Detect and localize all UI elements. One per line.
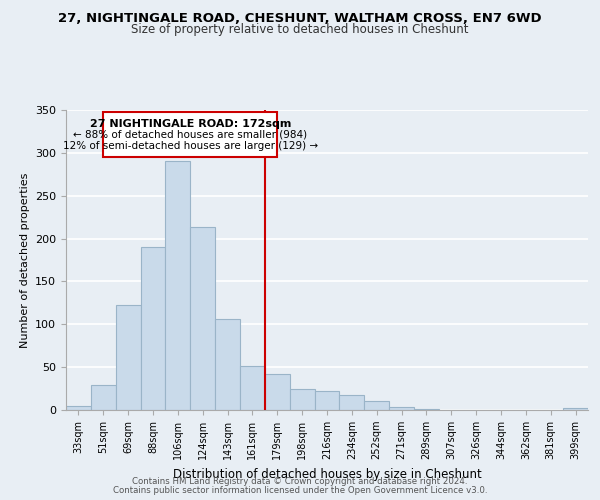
Text: 27 NIGHTINGALE ROAD: 172sqm: 27 NIGHTINGALE ROAD: 172sqm [89, 118, 291, 128]
Bar [190, 228, 215, 410]
Text: Contains public sector information licensed under the Open Government Licence v3: Contains public sector information licen… [113, 486, 487, 495]
Text: Size of property relative to detached houses in Cheshunt: Size of property relative to detached ho… [131, 22, 469, 36]
Bar [340, 396, 364, 410]
Bar [66, 406, 91, 410]
X-axis label: Distribution of detached houses by size in Cheshunt: Distribution of detached houses by size … [173, 468, 481, 480]
Bar [563, 408, 588, 410]
Text: ← 88% of detached houses are smaller (984): ← 88% of detached houses are smaller (98… [73, 130, 307, 140]
FancyBboxPatch shape [103, 112, 277, 157]
Text: 27, NIGHTINGALE ROAD, CHESHUNT, WALTHAM CROSS, EN7 6WD: 27, NIGHTINGALE ROAD, CHESHUNT, WALTHAM … [58, 12, 542, 26]
Bar [265, 374, 290, 410]
Bar [414, 409, 439, 410]
Bar [290, 390, 314, 410]
Y-axis label: Number of detached properties: Number of detached properties [20, 172, 29, 348]
Bar [314, 391, 340, 410]
Bar [140, 247, 166, 410]
Bar [166, 160, 190, 410]
Text: Contains HM Land Registry data © Crown copyright and database right 2024.: Contains HM Land Registry data © Crown c… [132, 478, 468, 486]
Bar [389, 408, 414, 410]
Bar [240, 366, 265, 410]
Text: 12% of semi-detached houses are larger (129) →: 12% of semi-detached houses are larger (… [63, 141, 318, 151]
Bar [364, 400, 389, 410]
Bar [215, 319, 240, 410]
Bar [116, 306, 140, 410]
Bar [91, 385, 116, 410]
